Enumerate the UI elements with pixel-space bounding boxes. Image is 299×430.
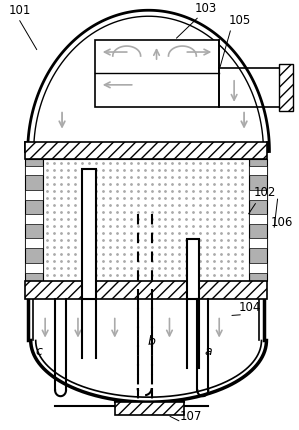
Text: 102: 102 xyxy=(254,186,276,199)
Bar xyxy=(249,190,267,200)
Bar xyxy=(25,141,267,160)
Bar xyxy=(25,166,43,175)
Bar xyxy=(25,214,43,224)
Text: 107: 107 xyxy=(179,410,202,423)
Bar xyxy=(115,402,184,415)
Bar xyxy=(95,40,219,107)
Text: 104: 104 xyxy=(239,301,261,313)
Text: c: c xyxy=(35,345,42,358)
Text: 105: 105 xyxy=(229,14,251,27)
Bar xyxy=(249,238,267,248)
Text: b: b xyxy=(148,335,155,348)
Bar xyxy=(249,263,267,273)
Bar xyxy=(25,160,43,281)
Bar xyxy=(279,64,293,111)
Text: a: a xyxy=(204,345,212,358)
Bar xyxy=(82,169,96,299)
Text: 101: 101 xyxy=(8,4,31,17)
Text: 103: 103 xyxy=(194,2,216,15)
Bar xyxy=(43,160,249,281)
Bar xyxy=(249,214,267,224)
Bar xyxy=(25,190,43,200)
Bar xyxy=(25,238,43,248)
Bar xyxy=(249,160,267,281)
Bar xyxy=(249,166,267,175)
Bar xyxy=(25,263,43,273)
Bar xyxy=(187,239,199,299)
Bar xyxy=(25,281,267,299)
Text: 106: 106 xyxy=(271,216,293,229)
Polygon shape xyxy=(25,10,269,151)
